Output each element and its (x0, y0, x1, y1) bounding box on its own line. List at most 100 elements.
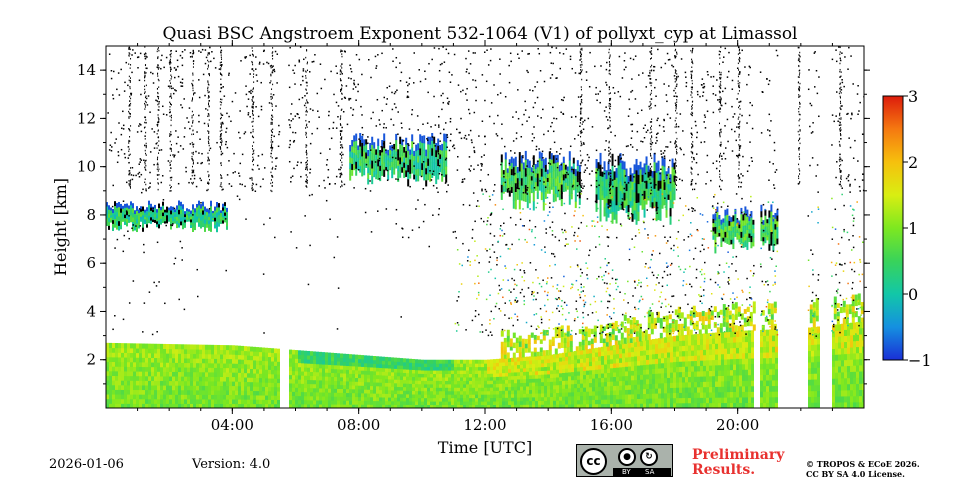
boundary-layer-cell (613, 353, 616, 359)
aerosol-layer-cell (770, 303, 774, 310)
cloud-cell (401, 166, 404, 173)
cloud-cell (110, 214, 112, 218)
boundary-layer-cell (637, 350, 640, 357)
boundary-layer-cell (577, 391, 580, 397)
boundary-layer-cell (160, 348, 163, 354)
boundary-layer-cell (319, 387, 322, 393)
boundary-layer-cell (373, 393, 376, 398)
boundary-layer-cell (853, 334, 856, 342)
cloud-cell (359, 165, 362, 173)
cloud-cell (500, 176, 503, 185)
cloud-cell (772, 226, 775, 234)
cloud-cell (512, 175, 515, 184)
cloud-cell (601, 176, 604, 182)
boundary-layer-cell (109, 389, 112, 395)
boundary-layer-cell (130, 394, 133, 400)
boundary-layer-cell (187, 344, 190, 350)
boundary-layer-cell (853, 389, 856, 397)
boundary-layer-cell (157, 362, 160, 368)
cloud-cell (433, 156, 436, 164)
boundary-layer-cell (583, 387, 586, 392)
cloud-cell (726, 214, 729, 221)
boundary-layer-cell (475, 359, 478, 364)
boundary-layer-cell (274, 348, 277, 354)
boundary-layer-cell (256, 403, 259, 408)
cloud-cell (202, 222, 204, 228)
cloud-cell (597, 193, 600, 200)
aerosol-layer-cell (701, 324, 705, 330)
boundary-layer-cell (640, 369, 643, 375)
cloud-cell (603, 161, 606, 171)
boundary-layer-cell (187, 376, 190, 382)
aerosol-layer-cell (533, 347, 537, 353)
boundary-layer-cell (436, 380, 439, 385)
cloud-cell (168, 218, 170, 222)
boundary-layer-cell (661, 362, 664, 369)
boundary-layer-cell (580, 370, 583, 376)
boundary-layer-cell (571, 383, 574, 389)
boundary-layer-cell (181, 353, 184, 359)
boundary-layer-cell (847, 389, 850, 397)
boundary-layer-cell (223, 358, 226, 364)
boundary-layer-cell (571, 355, 574, 361)
cloud-cell (536, 179, 539, 187)
boundary-layer-cell (244, 354, 247, 360)
boundary-layer-cell (193, 376, 196, 382)
boundary-layer-cell (688, 387, 691, 393)
aerosol-layer-cell (677, 329, 681, 336)
cloud-cell (373, 153, 376, 160)
boundary-layer-cell (277, 378, 280, 384)
boundary-layer-cell (523, 360, 526, 365)
boundary-layer-cell (520, 367, 523, 373)
boundary-layer-cell (628, 361, 631, 367)
cloud-cell (578, 171, 581, 179)
boundary-layer-cell (460, 363, 463, 368)
cloud-cell (214, 213, 216, 218)
boundary-layer-cell (859, 334, 862, 341)
boundary-layer-cell (349, 377, 352, 382)
boundary-layer-cell (838, 348, 841, 355)
boundary-layer-cell (118, 343, 121, 349)
boundary-layer-cell (502, 379, 505, 384)
cloud-cell (538, 151, 541, 159)
boundary-layer-cell (430, 390, 433, 395)
boundary-layer-cell (559, 388, 562, 393)
cloud-cell (180, 217, 182, 222)
boundary-layer-cell (178, 398, 181, 404)
cloud-cell (132, 207, 134, 213)
boundary-layer-cell (751, 380, 754, 387)
boundary-layer-cell (361, 392, 364, 398)
boundary-layer-cell (817, 343, 820, 351)
boundary-layer-cell (271, 361, 274, 366)
boundary-layer-cell (322, 364, 325, 369)
aerosol-layer-cell (719, 309, 723, 315)
cloud-cell (114, 222, 116, 228)
boundary-layer-cell (442, 373, 445, 378)
boundary-layer-cell (850, 353, 853, 360)
aerosol-layer-cell (692, 305, 696, 312)
boundary-layer-cell (514, 368, 517, 373)
cloud-cell (673, 181, 676, 188)
boundary-layer-cell (571, 395, 574, 401)
boundary-layer-cell (601, 346, 604, 352)
boundary-layer-cell (319, 391, 322, 397)
boundary-layer-cell (751, 374, 754, 381)
cloud-cell (198, 217, 200, 223)
cloud-cell (512, 191, 515, 201)
boundary-layer-cell (139, 361, 142, 368)
aerosol-layer-cell (752, 307, 756, 314)
boundary-layer-cell (508, 379, 511, 384)
boundary-layer-cell (418, 383, 421, 388)
boundary-layer-cell (676, 366, 679, 373)
boundary-layer-cell (208, 389, 211, 395)
boundary-layer-cell (274, 356, 277, 362)
aerosol-layer-cell (689, 310, 693, 316)
boundary-layer-cell (808, 350, 811, 357)
boundary-layer-cell (328, 372, 331, 377)
aerosol-layer-cell (623, 326, 627, 333)
boundary-layer-cell (370, 400, 373, 405)
boundary-layer-cell (451, 363, 454, 368)
boundary-layer-cell (376, 393, 379, 398)
cloud-cell (204, 214, 206, 220)
boundary-layer-cell (124, 403, 127, 408)
